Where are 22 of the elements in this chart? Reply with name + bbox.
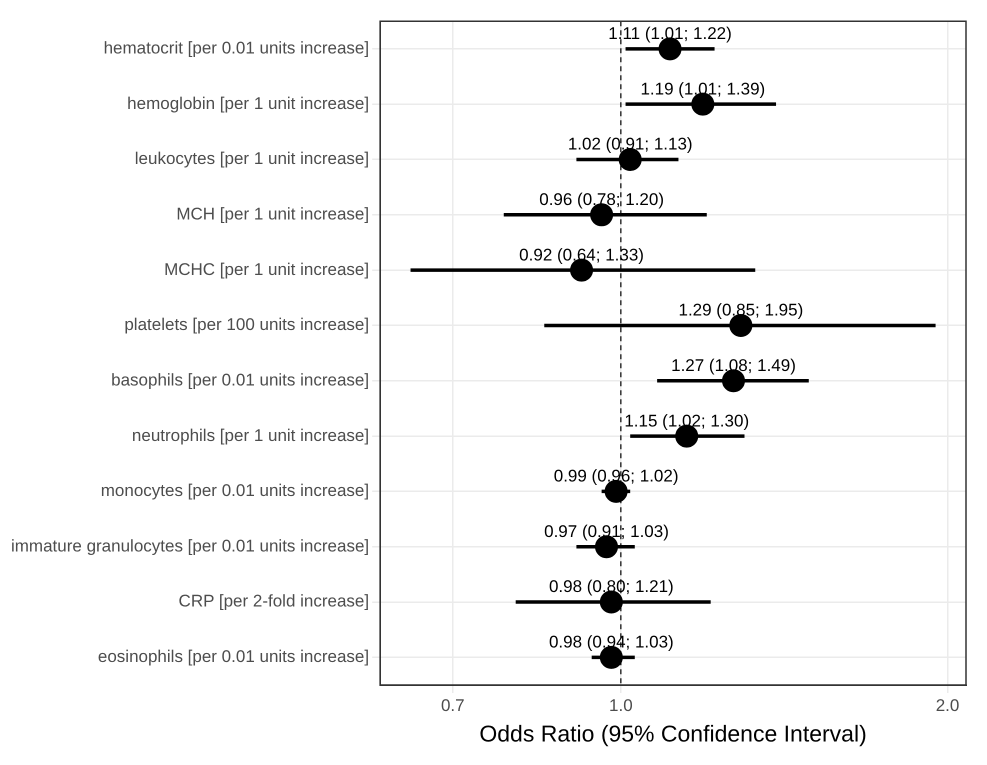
y-tick-label: eosinophils [per 0.01 units increase] <box>98 647 370 666</box>
y-tick-label: monocytes [per 0.01 units increase] <box>100 481 370 500</box>
x-tick-label: 1.0 <box>609 696 633 715</box>
y-tick-label: MCH [per 1 unit increase] <box>176 204 370 224</box>
data-label: 0.98 (0.80; 1.21) <box>548 577 674 596</box>
data-label: 0.99 (0.96; 1.02) <box>554 466 679 486</box>
x-tick-label: 2.0 <box>936 696 960 715</box>
y-tick-label: CRP [per 2-fold increase] <box>178 592 370 611</box>
data-label: 1.11 (1.01; 1.22) <box>608 24 732 44</box>
data-label: 1.29 (0.85; 1.95) <box>678 300 804 320</box>
y-tick-label: neutrophils [per 1 unit increase] <box>132 426 370 445</box>
y-tick-label: leukocytes [per 1 unit increase] <box>134 149 370 168</box>
y-tick-label: hemoglobin [per 1 unit increase] <box>127 94 370 113</box>
data-label: 0.98 (0.94; 1.03) <box>548 632 674 652</box>
y-tick-label: hematocrit [per 0.01 units increase] <box>104 38 370 58</box>
data-label: 1.02 (0.91; 1.13) <box>568 134 693 154</box>
x-tick-label: 0.7 <box>440 696 465 715</box>
y-tick-label: MCHC [per 1 unit increase] <box>164 260 370 279</box>
y-tick-label: immature granulocytes [per 0.01 units increase] <box>10 536 370 556</box>
y-tick-label: platelets [per 100 units increase] <box>124 315 370 334</box>
x-axis-title: Odds Ratio (95% Confidence Interval) <box>479 720 867 747</box>
y-tick-label: basophils [per 0.01 units increase] <box>111 370 370 390</box>
